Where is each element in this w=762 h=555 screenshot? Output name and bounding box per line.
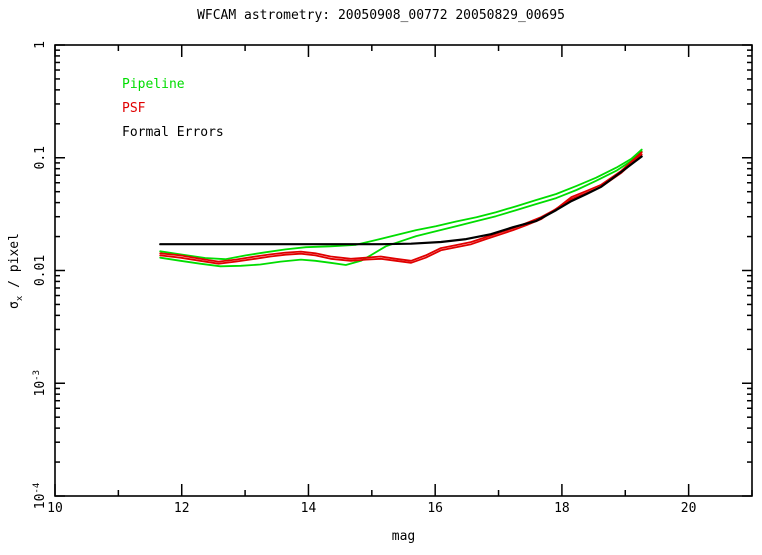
svg-text:12: 12 [174,501,190,516]
svg-text:20: 20 [681,501,697,516]
y-axis-label-suffix: / pixel [7,233,23,296]
legend-item-pipeline: Pipeline [122,77,185,92]
svg-text:1: 1 [33,41,48,49]
series-formal-errors [159,155,643,246]
legend-item-formal-errors: Formal Errors [122,125,224,140]
series-pipeline-lower [159,150,643,268]
legend: Pipeline PSF Formal Errors [122,73,224,145]
svg-text:0.1: 0.1 [33,146,48,169]
svg-text:10: 10 [47,501,63,516]
svg-text:10-3: 10-3 [32,370,48,397]
legend-item-psf: PSF [122,101,146,116]
y-axis-label-symbol: σ [7,301,23,309]
x-axis-label: mag [391,529,416,544]
svg-text:0.01: 0.01 [33,255,48,286]
y-axis-label: σx / pixel [7,233,25,309]
series-psf-lower [159,153,643,265]
chart-title: WFCAM astrometry: 20050908_00772 2005082… [197,8,565,23]
svg-text:16: 16 [427,501,443,516]
series-pipeline-upper [159,148,643,261]
svg-text:14: 14 [301,501,317,516]
svg-text:10-4: 10-4 [32,483,48,510]
svg-text:18: 18 [554,501,570,516]
y-axis-label-subscript: x [14,295,25,302]
